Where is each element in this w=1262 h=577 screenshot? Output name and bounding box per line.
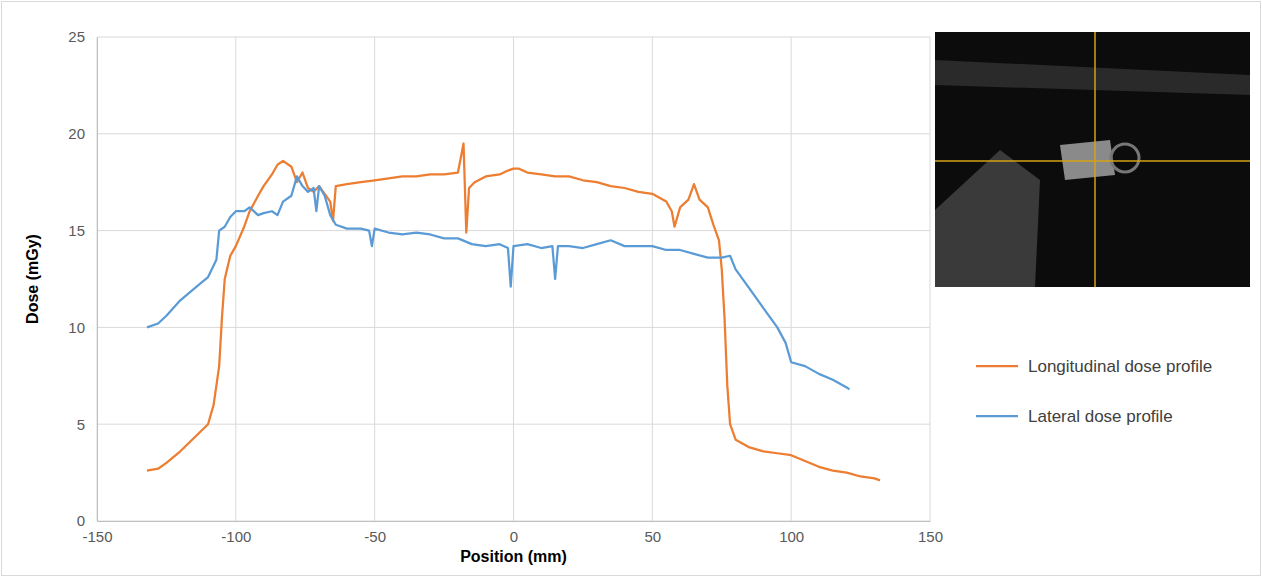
tick: -100 <box>221 521 251 545</box>
tick-label: 0 <box>510 528 518 545</box>
tick: 25 <box>68 28 97 45</box>
legend-item: Lateral dose profile <box>976 407 1173 426</box>
line-series <box>147 143 880 480</box>
tick-label: 15 <box>68 222 85 239</box>
grid <box>97 37 930 521</box>
tick-label: 150 <box>918 528 943 545</box>
tick-label: 25 <box>68 28 85 45</box>
chart-border <box>2 2 1261 576</box>
legend-label: Longitudinal dose profile <box>1028 357 1212 376</box>
tick-label: -50 <box>364 528 386 545</box>
grid-line-x <box>235 37 236 521</box>
tick: 0 <box>510 521 518 545</box>
grid-line-y <box>97 37 930 38</box>
tick-label: 20 <box>68 125 85 142</box>
tick: 5 <box>77 416 97 433</box>
inset-shape <box>1060 140 1115 180</box>
inset-shape <box>1111 144 1139 172</box>
tick-label: 100 <box>779 528 804 545</box>
axis-line <box>98 521 931 522</box>
chart: -150 -100 -50 0 50 100 150 0 5 10 15 20 25 Position (… <box>0 0 1262 577</box>
tick: 0 <box>77 512 97 529</box>
x-axis: -150 -100 -50 0 50 100 150 <box>82 521 943 545</box>
grid-line-x <box>513 37 514 521</box>
inset-crosshair <box>1094 32 1096 287</box>
axis-line <box>97 38 98 522</box>
x-axis-title: Position (mm) <box>460 548 567 565</box>
tick-label: -150 <box>82 528 112 545</box>
tick-label: 5 <box>77 416 85 433</box>
tick: 10 <box>68 319 97 336</box>
tick-label: 0 <box>77 512 85 529</box>
inset-image <box>935 32 1250 287</box>
inset-crosshair <box>935 160 1250 162</box>
grid-line-x <box>97 37 98 521</box>
grid-line-y <box>97 521 930 522</box>
grid-line-y <box>97 133 930 134</box>
inset-background <box>935 32 1250 287</box>
tick: 100 <box>779 521 804 545</box>
grid-line-x <box>652 37 653 521</box>
grid-line-x <box>374 37 375 521</box>
grid-line-y <box>97 424 930 425</box>
tick: 20 <box>68 125 97 142</box>
tick: 150 <box>918 521 943 545</box>
tick-label: 10 <box>68 319 85 336</box>
y-axis-title: Dose (mGy) <box>24 234 41 324</box>
grid-line-x <box>791 37 792 521</box>
tick: 15 <box>68 222 97 239</box>
y-axis: 0 5 10 15 20 25 <box>68 28 97 529</box>
tick-label: 50 <box>644 528 661 545</box>
series-group <box>147 143 880 480</box>
legend-swatch <box>976 415 1018 417</box>
tick: -50 <box>364 521 386 545</box>
inset-shape <box>935 60 1250 95</box>
legend: Longitudinal dose profile Lateral dose pr… <box>976 357 1212 426</box>
grid-line-y <box>97 230 930 231</box>
tick-label: -100 <box>221 528 251 545</box>
line-series <box>147 176 849 389</box>
grid-line-x <box>930 37 931 521</box>
inset-shape <box>935 150 1040 287</box>
legend-item: Longitudinal dose profile <box>976 357 1212 376</box>
legend-swatch <box>976 365 1018 367</box>
tick: 50 <box>644 521 661 545</box>
tick: -150 <box>82 521 112 545</box>
legend-label: Lateral dose profile <box>1028 407 1173 426</box>
